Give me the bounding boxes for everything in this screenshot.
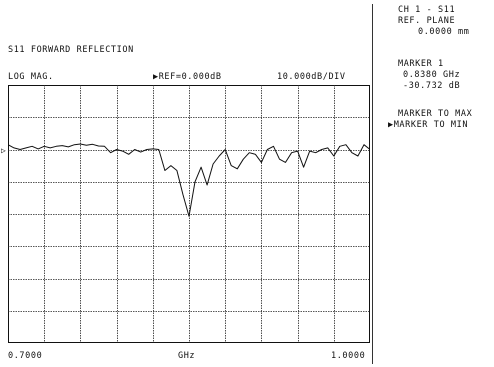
x-stop-label: 1.0000 bbox=[331, 351, 366, 361]
trace-plot-svg bbox=[8, 85, 370, 343]
marker-frequency: 0.8380 GHz bbox=[403, 70, 461, 80]
softkey-marker-to-min[interactable]: ▶MARKER TO MIN bbox=[388, 120, 469, 130]
plot-title: S11 FORWARD REFLECTION bbox=[8, 45, 134, 55]
scale-label: 10.000dB/DIV bbox=[277, 72, 346, 82]
marker-label: MARKER 1 bbox=[398, 59, 444, 69]
plot-frame bbox=[8, 85, 370, 343]
format-label: LOG MAG. bbox=[8, 72, 54, 82]
x-unit-label: GHz bbox=[178, 351, 196, 361]
trace-plot bbox=[8, 85, 370, 343]
x-start-label: 0.7000 bbox=[8, 351, 43, 361]
marker-value: -30.732 dB bbox=[403, 81, 461, 91]
reference-level-marker: ▷ bbox=[1, 146, 7, 155]
panel-divider bbox=[372, 4, 373, 364]
trace-line-0 bbox=[8, 143, 370, 217]
ref-plane-label: REF. PLANE bbox=[398, 16, 456, 26]
softkey-marker-to-max[interactable]: MARKER TO MAX bbox=[398, 109, 473, 119]
ref-plane-value: 0.0000 mm bbox=[418, 27, 470, 37]
reference-label: ▶REF=0.000dB bbox=[153, 72, 222, 82]
channel-label: CH 1 - S11 bbox=[398, 5, 456, 15]
